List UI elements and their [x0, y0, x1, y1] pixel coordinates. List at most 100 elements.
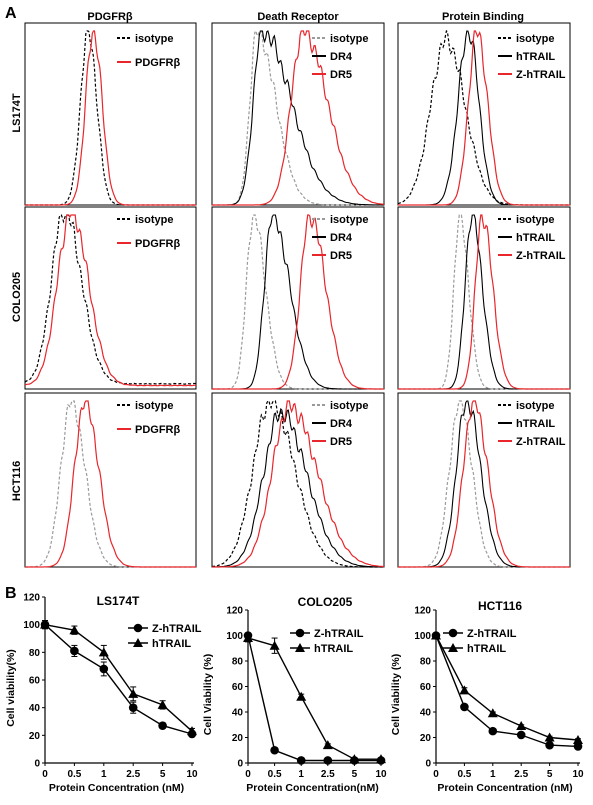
series-z-htrail [431, 631, 583, 751]
y-tick-label: 20 [29, 731, 41, 742]
panel-a-flow-cytometry: PDGFRβ Death Receptor Protein Binding LS174… [11, 11, 571, 568]
data-point [99, 664, 109, 674]
legend-marker [295, 628, 305, 638]
histogram-frame [211, 392, 385, 568]
y-tick-label: 40 [420, 708, 432, 719]
series-line [44, 624, 193, 735]
legend-label: Z-hTRAIL [152, 623, 202, 635]
x-tick-label: 0.5 [457, 769, 471, 780]
histogram-curve-dr5 [212, 30, 385, 206]
y-tick-label: 100 [226, 631, 243, 642]
series-line [435, 635, 579, 741]
legend-marker [133, 638, 143, 647]
series-line [44, 624, 193, 732]
legend-label: Z-hTRAIL [516, 436, 566, 448]
legend-marker [133, 623, 143, 633]
panel-letter-b: B [5, 585, 17, 602]
histogram-curve-z-htrail [398, 400, 570, 568]
data-point [296, 756, 306, 765]
legend-label: hTRAIL [516, 418, 555, 430]
series-htrail [243, 633, 386, 764]
legend-label: isotype [330, 33, 369, 45]
histogram-curve-dr5 [212, 214, 384, 390]
legend-label: Z-hTRAIL [516, 250, 566, 262]
series-htrail [431, 630, 583, 745]
data-point [269, 640, 280, 650]
data-point [128, 703, 138, 712]
x-tick-label: 5 [160, 769, 166, 780]
x-tick-label: 0.5 [268, 769, 282, 780]
y-tick-label: 60 [420, 682, 432, 693]
legend-label: isotype [330, 400, 369, 412]
histogram-frame [24, 22, 197, 206]
column-title-2: Protein Binding [442, 11, 524, 23]
legend-label: hTRAIL [516, 51, 555, 63]
row-label-2: HCT116 [11, 461, 23, 501]
x-tick-label: 5 [547, 769, 553, 780]
data-point [323, 756, 333, 765]
y-tick-label: 80 [29, 648, 41, 659]
y-tick-label: 100 [23, 620, 40, 631]
histogram-curve-pdgfr- [25, 400, 196, 568]
legend-label: isotype [516, 400, 555, 412]
x-tick-label: 2.5 [126, 769, 140, 780]
data-point [431, 630, 441, 640]
histogram-frame [397, 392, 571, 568]
x-tick-label: 10 [375, 769, 387, 780]
series-htrail [40, 619, 197, 736]
data-point [545, 740, 554, 750]
data-point [573, 742, 583, 751]
data-point [349, 754, 360, 764]
histogram-curve-dr4 [212, 30, 384, 206]
histogram-curve-z-htrail [398, 30, 570, 206]
row-label-0: LS174T [11, 93, 23, 132]
data-point [70, 646, 79, 656]
data-point [516, 730, 526, 740]
chart-title: HCT116 [478, 599, 522, 613]
x-tick-label: 0 [245, 769, 251, 780]
legend-marker [295, 643, 305, 652]
legend-label: DR4 [330, 51, 353, 63]
histogram-panel-0-0: isotype PDGFRβ [24, 22, 197, 206]
histogram-frame [397, 22, 571, 206]
y-axis-label: Cell Viability (%) [202, 654, 214, 736]
data-point [544, 732, 555, 742]
legend-label: hTRAIL [152, 638, 191, 650]
legend-label: hTRAIL [516, 232, 555, 244]
legend-label: isotype [135, 33, 174, 45]
histogram-curve-isotype [25, 400, 196, 568]
chart-title: COLO205 [298, 595, 353, 609]
histogram-curve-dr4 [212, 407, 384, 568]
y-tick-label: 20 [420, 733, 432, 744]
x-tick-label: 2.5 [321, 769, 335, 780]
data-point [40, 619, 50, 629]
data-point [243, 633, 253, 643]
y-tick-label: 0 [34, 759, 40, 770]
viability-chart-2: HCT116 0 20 40 60 80 100 120 0 0.5 1 2.5 5 10Protein … [390, 599, 584, 794]
y-tick-label: 120 [414, 606, 431, 617]
legend-label: isotype [330, 214, 369, 226]
y-tick-label: 80 [420, 657, 432, 668]
histogram-curve-pdgfr- [25, 30, 196, 206]
data-point [270, 745, 279, 755]
x-axis-label: Protein Concentration (nM) [437, 782, 572, 794]
histogram-panel-1-2: isotype hTRAIL Z-hTRAIL [397, 206, 571, 390]
x-tick-label: 10 [186, 769, 198, 780]
x-tick-label: 0 [433, 769, 439, 780]
histogram-panel-2-2: isotype hTRAIL Z-hTRAIL [397, 392, 571, 568]
data-point [376, 754, 386, 764]
histogram-frame [211, 206, 385, 390]
legend-marker [448, 628, 458, 638]
y-tick-label: 0 [237, 759, 243, 770]
y-tick-label: 60 [29, 676, 41, 687]
legend-label: Z-hTRAIL [467, 628, 517, 640]
data-point [98, 647, 109, 657]
histogram-curve-isotype [24, 214, 197, 385]
legend-label: hTRAIL [467, 643, 506, 655]
y-tick-label: 120 [226, 606, 243, 617]
x-axis-label: Protein Concentration(nM) [246, 782, 378, 794]
series-line [247, 635, 381, 762]
histogram-curve-isotype [212, 29, 384, 206]
